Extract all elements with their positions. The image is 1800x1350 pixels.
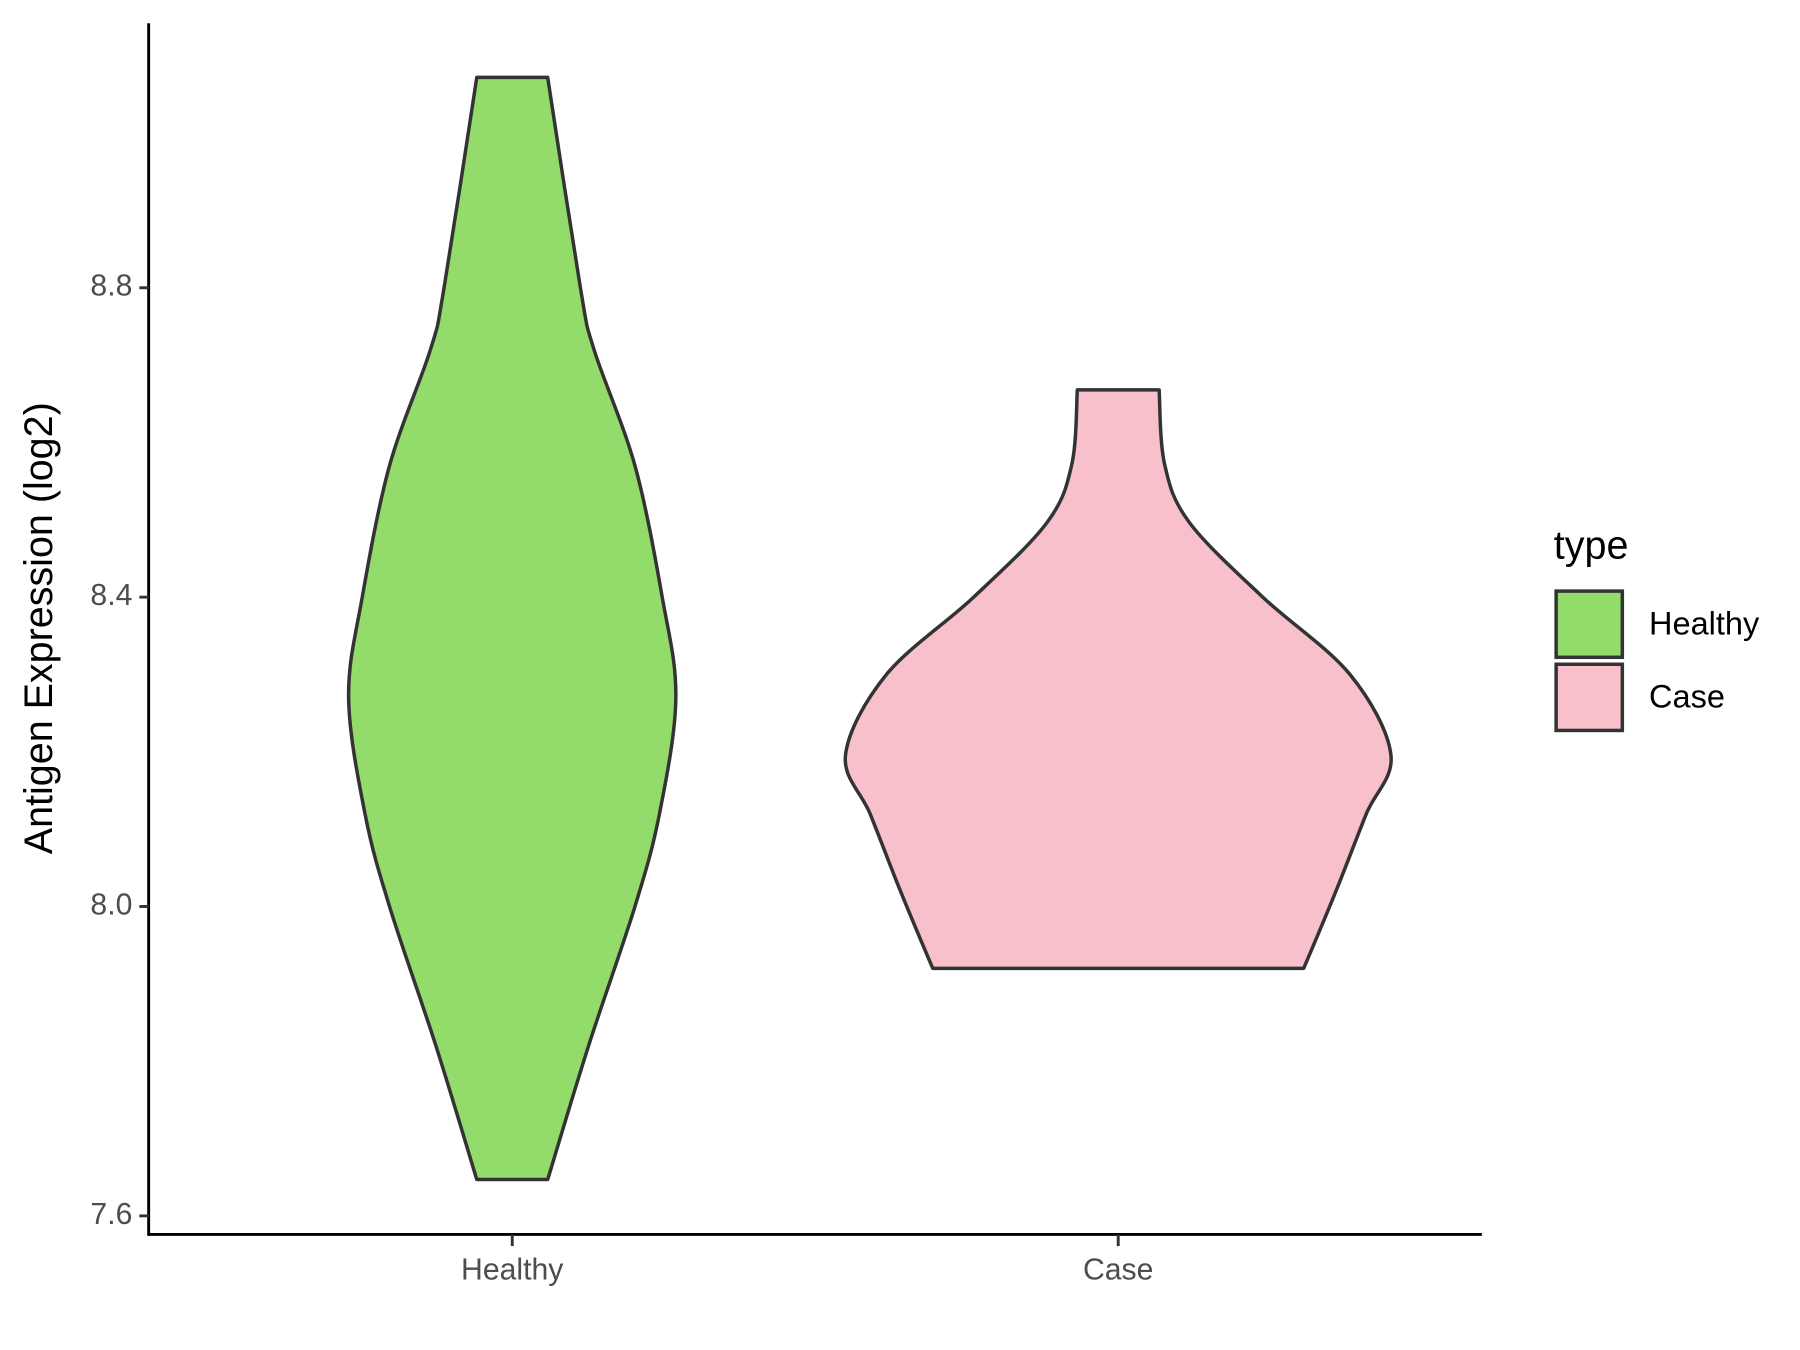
y-axis-title: Antigen Expression (log2) bbox=[17, 402, 61, 854]
violin bbox=[346, 75, 678, 1182]
legend-label: Case bbox=[1649, 679, 1725, 715]
legend-key bbox=[1554, 589, 1625, 660]
legend-key bbox=[1554, 662, 1625, 733]
violin bbox=[843, 388, 1393, 971]
legend-title: type bbox=[1554, 524, 1629, 568]
y-tick-label: 8.8 bbox=[90, 270, 132, 303]
x-tick-label: Case bbox=[1083, 1254, 1153, 1287]
y-tick-label: 7.6 bbox=[90, 1198, 132, 1231]
y-tick-label: 8.0 bbox=[90, 888, 132, 921]
x-tick-label: Healthy bbox=[461, 1254, 564, 1287]
legend-label: Healthy bbox=[1649, 606, 1760, 642]
y-tick-label: 8.4 bbox=[90, 579, 132, 612]
